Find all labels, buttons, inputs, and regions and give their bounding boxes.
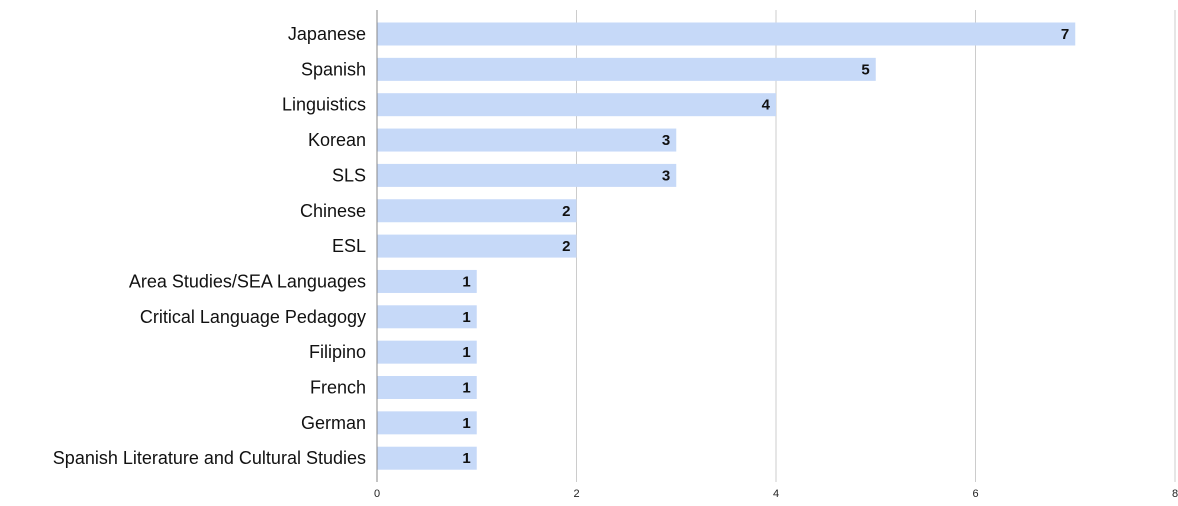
category-label: Linguistics (282, 95, 366, 115)
bar (377, 163, 677, 187)
bar (377, 128, 677, 152)
bars (377, 22, 1076, 470)
bar (377, 411, 477, 435)
bar (377, 199, 577, 223)
value-label: 1 (462, 309, 470, 326)
category-label: Spanish Literature and Cultural Studies (53, 448, 366, 468)
value-label: 2 (562, 238, 570, 255)
category-label: Area Studies/SEA Languages (129, 271, 366, 291)
bar (377, 269, 477, 293)
x-tick-label: 2 (573, 488, 579, 500)
value-label: 1 (462, 273, 470, 290)
category-label: Japanese (288, 24, 366, 44)
bar (377, 234, 577, 258)
category-label: German (301, 413, 366, 433)
category-label: French (310, 378, 366, 398)
value-label: 1 (462, 415, 470, 432)
category-label: ESL (332, 236, 366, 256)
bar (377, 22, 1076, 46)
category-label: Spanish (301, 59, 366, 79)
value-label: 5 (861, 61, 869, 78)
bar (377, 376, 477, 399)
x-tick-label: 4 (773, 488, 779, 500)
x-tick-label: 0 (374, 488, 380, 500)
category-label: SLS (332, 165, 366, 185)
value-label: 7 (1061, 26, 1069, 43)
value-label: 2 (562, 203, 570, 220)
value-label: 4 (762, 97, 771, 114)
value-label: 3 (662, 132, 670, 149)
category-label: Filipino (309, 342, 366, 362)
value-label: 3 (662, 167, 670, 184)
bar (377, 340, 477, 364)
bar (377, 57, 876, 81)
value-label: 1 (462, 450, 470, 467)
value-label: 1 (462, 380, 470, 397)
category-label: Korean (308, 130, 366, 150)
x-tick-labels: 0 2 4 6 8 (374, 488, 1178, 500)
bar (377, 446, 477, 470)
bar (377, 93, 776, 117)
value-labels: 7 5 4 3 3 2 2 1 1 1 1 1 1 (462, 26, 1069, 467)
category-label: Critical Language Pedagogy (140, 307, 366, 327)
bar (377, 305, 477, 329)
x-tick-label: 6 (972, 488, 978, 500)
category-labels: Japanese Spanish Linguistics Korean SLS Chine… (53, 24, 366, 468)
x-tick-label: 8 (1172, 488, 1178, 500)
category-label: Chinese (300, 201, 366, 221)
value-label: 1 (462, 344, 470, 361)
